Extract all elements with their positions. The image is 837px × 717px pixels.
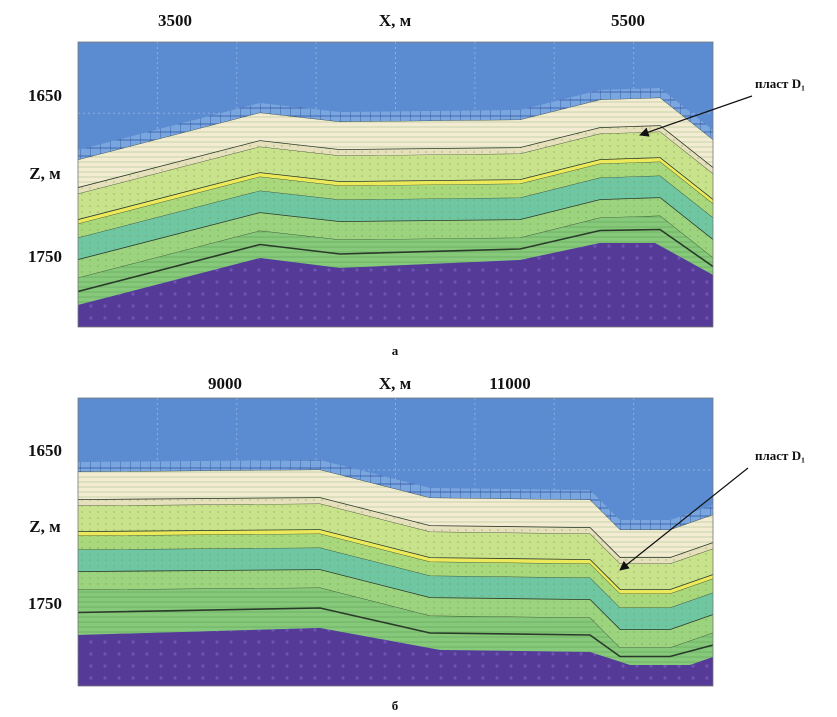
- layer-texture: [78, 534, 713, 608]
- x-axis-label: X, м: [379, 374, 412, 393]
- basement-texture: [78, 243, 713, 327]
- layer: [78, 88, 713, 160]
- y-axis-label: Z, м: [29, 164, 61, 183]
- x-tick-label: 5500: [611, 11, 645, 30]
- layer-texture: [78, 570, 713, 648]
- section-body: [78, 42, 713, 327]
- annotation: пласт D₁: [755, 76, 805, 91]
- section-body: [78, 398, 713, 686]
- layer-texture: [78, 498, 713, 564]
- y-axis-label: Z, м: [29, 517, 61, 536]
- annotation: пласт D₁: [755, 448, 805, 463]
- layer-texture: [78, 126, 713, 194]
- section-b: 9000 11000 X, м 1650 1750 Z, м б пласт D₁: [28, 374, 805, 713]
- layer-texture: [78, 132, 713, 220]
- layer-texture: [78, 470, 713, 558]
- annotation-arrow: [619, 467, 749, 571]
- layer-texture: [78, 176, 713, 260]
- y-tick-label: 1650: [28, 86, 62, 105]
- layer-texture: [78, 198, 713, 278]
- layer-texture: [78, 162, 713, 238]
- layer-texture: [78, 504, 713, 590]
- layer-texture: [78, 98, 713, 188]
- y-tick-label: 1650: [28, 441, 62, 460]
- layer: [78, 460, 713, 530]
- x-tick-label: 11000: [489, 374, 531, 393]
- section-a: 3500 5500 X, м 1650 1750 Z, м а пласт D₁: [28, 11, 805, 358]
- x-tick-label: 3500: [158, 11, 192, 30]
- layer-boundary: [78, 228, 713, 293]
- section-frame: [77, 41, 714, 328]
- x-axis-label: X, м: [379, 11, 412, 30]
- layer: [78, 158, 713, 224]
- layer-texture: [78, 216, 713, 305]
- x-tick-label: 9000: [208, 374, 242, 393]
- y-tick-label: 1750: [28, 594, 62, 613]
- layer: [78, 530, 713, 594]
- section-frame: [77, 397, 714, 687]
- layer-texture: [78, 588, 713, 665]
- y-tick-label: 1750: [28, 247, 62, 266]
- annotation-arrow: [639, 95, 753, 137]
- caption: б: [392, 698, 399, 713]
- layer-boundary: [78, 607, 713, 658]
- caption: а: [392, 343, 399, 358]
- basement-texture: [78, 628, 713, 686]
